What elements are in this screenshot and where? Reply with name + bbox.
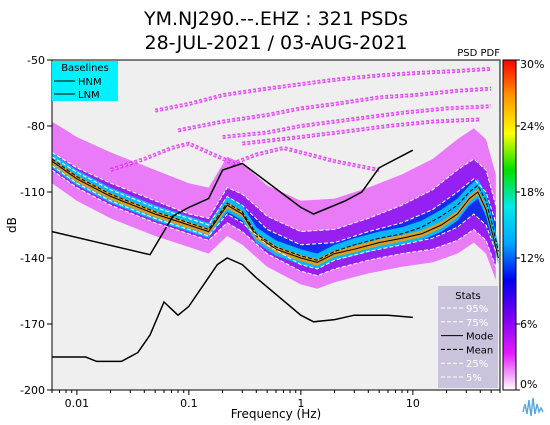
high-noise-trace-highlight — [177, 88, 492, 131]
colorbar-label: PSD PDF — [457, 48, 500, 59]
series-line-95-pct — [52, 151, 497, 233]
y-tick-label: -80 — [27, 120, 45, 133]
stats-legend-label: 25% — [466, 359, 488, 370]
legend-lnm-label: LNM — [78, 90, 100, 101]
y-axis-label: dB — [5, 217, 19, 233]
x-tick-label: 0.1 — [180, 397, 198, 410]
legend-hnm-label: HNM — [78, 77, 102, 88]
colorbar-tick-label: 30% — [520, 58, 544, 71]
series-line-25-pct — [52, 165, 497, 270]
chart-title-line1: YM.NJ290.--.EHZ : 321 PSDs — [143, 8, 408, 30]
series-line-mode — [52, 160, 499, 263]
y-tick-label: -110 — [20, 186, 45, 199]
high-noise-trace-highlight — [110, 143, 380, 171]
stats-legend-label: 95% — [466, 304, 488, 315]
waveform-logo — [520, 392, 546, 420]
high-noise-trace-highlight — [222, 105, 492, 138]
colorbar-ticks: 30% 24% 18% 12% 6% 0% — [516, 58, 544, 391]
colorbar-tick-label: 0% — [520, 378, 537, 391]
colorbar — [502, 59, 517, 391]
x-axis-label: Frequency (Hz) — [231, 407, 322, 421]
stats-legend-label: 5% — [466, 373, 482, 384]
series-line-75-pct — [52, 156, 497, 246]
colorbar-tick-label: 18% — [520, 186, 544, 199]
y-tick-label: -140 — [20, 252, 45, 265]
high-noise-trace-highlight — [155, 68, 492, 111]
series-line-5-pct — [52, 169, 497, 277]
x-tick-label: 0.01 — [65, 397, 90, 410]
x-tick-label: 1 — [297, 397, 304, 410]
colorbar-tick-label: 24% — [520, 120, 544, 133]
y-tick-label: -170 — [20, 318, 45, 331]
x-axis: 0.01 0.1 1 10 — [51, 390, 501, 410]
colorbar-tick-label: 12% — [520, 252, 544, 265]
colorbar-tick-label: 6% — [520, 318, 537, 331]
series-line-hnm — [52, 149, 414, 256]
y-axis: -50 -80 -110 -140 -170 -200 — [20, 54, 52, 397]
stats-legend: Stats 95% 75% Mode Mean 25% 5% — [438, 286, 498, 388]
stats-legend-box — [438, 286, 498, 388]
series-line-mean — [52, 158, 499, 261]
stats-legend-entries: 95% 75% Mode Mean 25% 5% — [441, 304, 493, 384]
stats-legend-label: Mean — [466, 345, 493, 356]
series-line-lnm — [52, 257, 413, 363]
y-tick-label: -50 — [27, 54, 45, 67]
y-tick-label: -200 — [20, 384, 45, 397]
stats-legend-label: 75% — [466, 318, 488, 329]
chart-title-line2: 28-JUL-2021 / 03-AUG-2021 — [145, 32, 408, 54]
density-peak-band — [52, 157, 499, 266]
psd-lines-layer — [52, 149, 499, 363]
x-tick-label: 10 — [406, 397, 420, 410]
psd-density-layer — [52, 66, 499, 289]
stats-legend-label: Mode — [466, 332, 493, 343]
baselines-legend-title: Baselines — [61, 63, 109, 74]
stats-legend-title: Stats — [455, 291, 481, 302]
baselines-legend: Baselines HNM LNM — [52, 61, 118, 101]
